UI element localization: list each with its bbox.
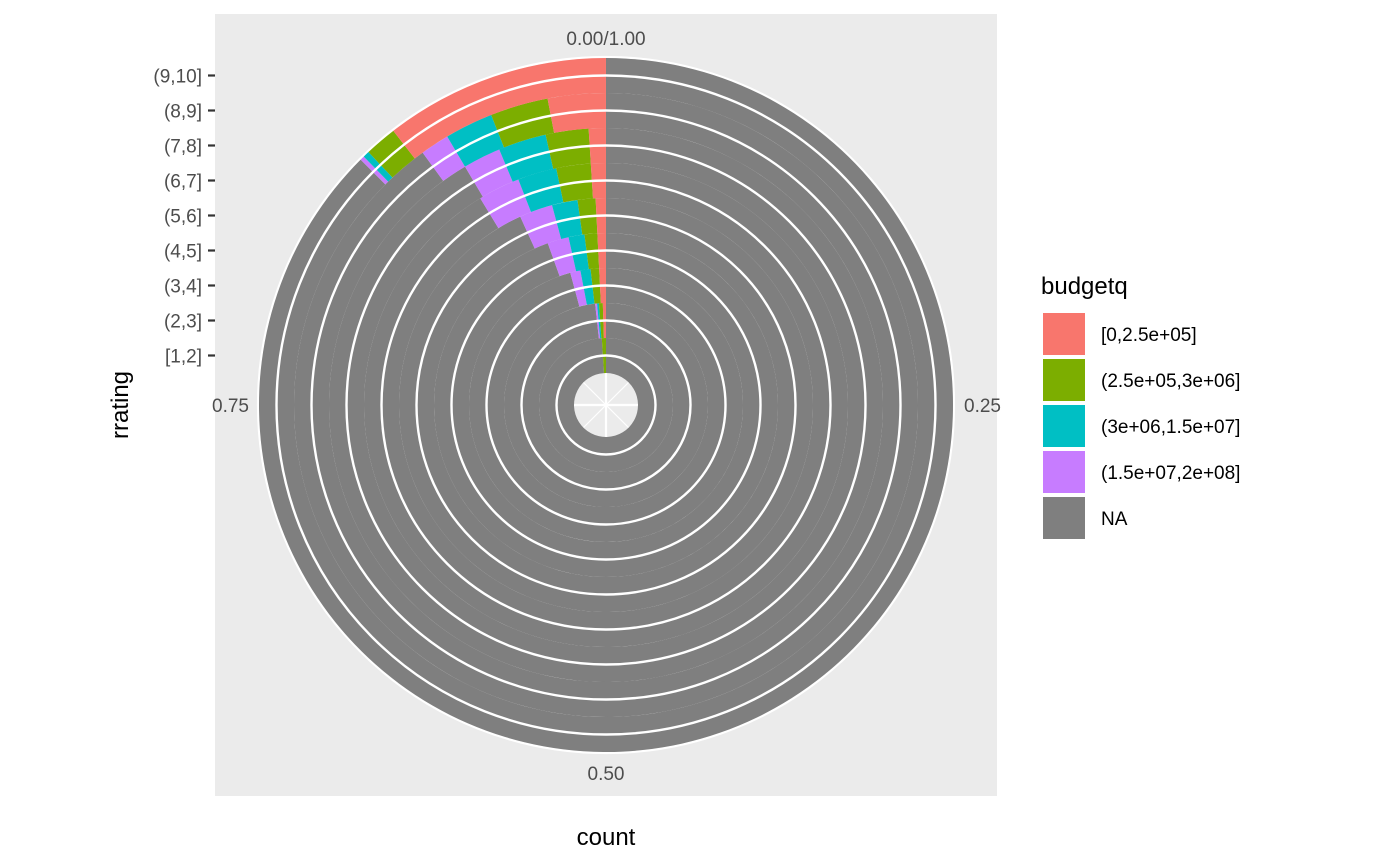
bar-segment	[538, 338, 673, 472]
radial-gridline	[485, 284, 727, 526]
x-axis-title: count	[577, 824, 636, 851]
radial-gridline	[310, 109, 902, 701]
radial-gridline	[450, 249, 762, 561]
legend-key	[1043, 359, 1085, 401]
legend-label: NA	[1101, 509, 1128, 530]
radial-gridline	[520, 319, 692, 491]
y-tick-label: (3,4]	[164, 277, 202, 298]
legend-label: (3e+06,1.5e+07]	[1101, 417, 1240, 438]
y-tick-label: (8,9]	[164, 102, 202, 123]
radial-gridline	[415, 214, 797, 596]
theta-tick-labels: 0.00/1.00 0.25 0.50 0.75	[212, 29, 1001, 785]
theta-tick-label: 0.75	[212, 396, 249, 417]
y-tick-label: (9,10]	[153, 67, 202, 88]
legend-key	[1043, 451, 1085, 493]
radial-gridline	[345, 144, 867, 666]
theta-tick-label: 0.25	[964, 396, 1001, 417]
radial-gridline	[275, 74, 937, 736]
legend-title: budgetq	[1041, 273, 1128, 300]
y-tick-label: (7,8]	[164, 137, 202, 158]
legend-key	[1043, 313, 1085, 355]
legend-label: [0,2.5e+05]	[1101, 325, 1197, 346]
y-tick-label: [1,2]	[165, 347, 202, 368]
stacked-bars	[258, 58, 954, 753]
legend-label: (2.5e+05,3e+06]	[1101, 371, 1240, 392]
bar-segment	[393, 58, 606, 159]
y-tick-label: (5,6]	[164, 207, 202, 228]
y-tick-label: (2,3]	[164, 312, 202, 333]
y-tick-label: (4,5]	[164, 242, 202, 263]
theta-tick-label: 0.00/1.00	[566, 29, 645, 50]
radial-gridline	[380, 179, 832, 631]
y-tick-label: (6,7]	[164, 172, 202, 193]
radial-grid	[275, 74, 937, 736]
theta-tick-label: 0.50	[588, 764, 625, 785]
bar-segment	[504, 303, 708, 508]
y-axis-title: rrating	[107, 371, 134, 439]
legend-key	[1043, 497, 1085, 539]
radial-gridline	[555, 354, 657, 456]
y-axis-ticks: [1,2] (2,3] (3,4] (4,5] (5,6] (6,7] (7,8] (8,9]…	[153, 67, 215, 368]
legend-label: (1.5e+07,2e+08]	[1101, 463, 1240, 484]
legend-key	[1043, 405, 1085, 447]
legend: budgetq [0,2.5e+05] (2.5e+05,3e+06] (3e+06…	[1041, 273, 1240, 539]
